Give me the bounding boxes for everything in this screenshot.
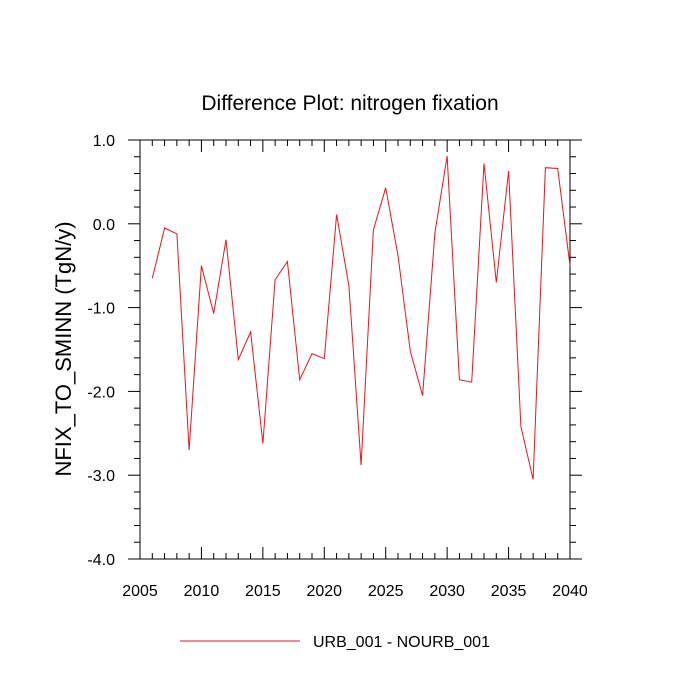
x-tick-label: 2030 [429,583,465,600]
y-tick-labels: -4.0 -3.0 -2.0 -1.0 0.0 1.0 [87,133,115,569]
y-ticks [128,139,582,560]
x-tick-label: 2025 [368,583,404,600]
chart-title: Difference Plot: nitrogen fixation [201,92,498,115]
y-tick-label: -1.0 [87,301,115,318]
y-tick-label: -2.0 [87,384,115,401]
series-lines [151,155,571,480]
x-tick-label: 2010 [184,583,220,600]
legend: URB_001 - NOURB_001 [180,634,490,651]
plot-frame [139,139,571,560]
x-tick-labels: 2005 2010 2015 2020 2025 2030 2035 2040 [122,583,588,600]
y-tick-label: -4.0 [87,552,115,569]
x-tick-label: 2020 [306,583,342,600]
y-axis-label: NFIX_TO_SMINN (TgN/y) [51,221,76,476]
y-tick-label: 1.0 [93,133,115,150]
x-tick-label: 2035 [491,583,527,600]
x-tick-label: 2005 [122,583,158,600]
y-tick-label: 0.0 [93,217,115,234]
y-tick-label: -3.0 [87,468,115,485]
legend-label: URB_001 - NOURB_001 [313,634,490,651]
x-ticks [139,140,571,559]
series-line [151,155,571,480]
x-tick-label: 2040 [552,583,588,600]
x-tick-label: 2015 [245,583,281,600]
